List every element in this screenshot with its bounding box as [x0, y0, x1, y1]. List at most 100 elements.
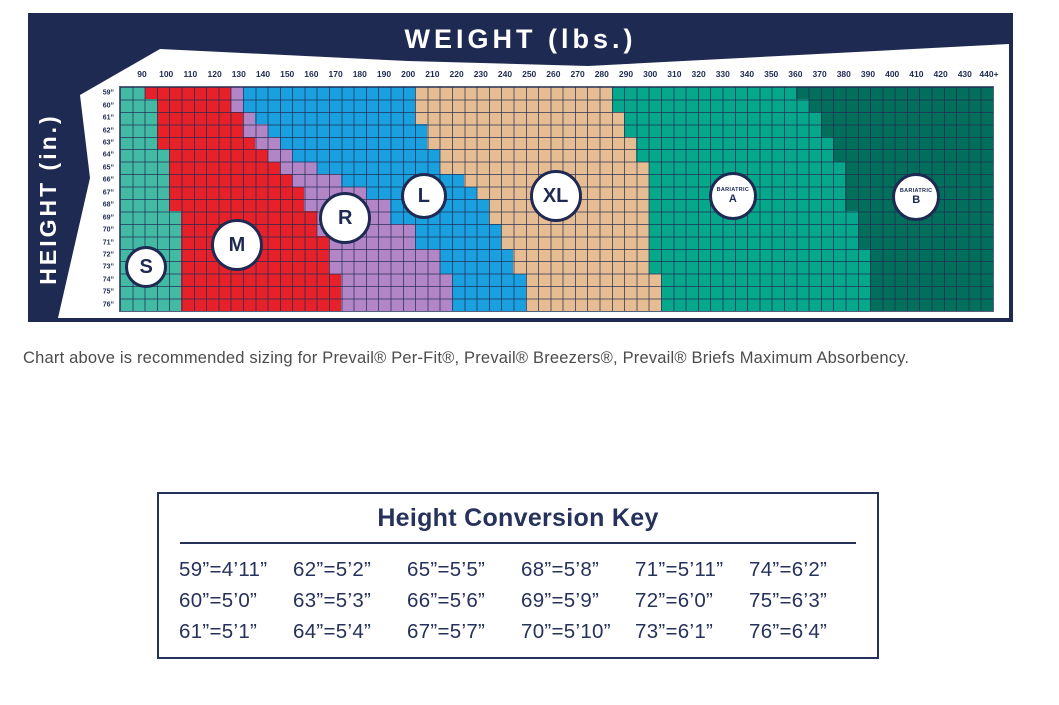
size-region-s	[120, 136, 157, 150]
size-region-r	[242, 111, 256, 125]
size-region-m	[169, 174, 293, 187]
weight-tick-label: 110	[183, 69, 198, 79]
size-region-m	[169, 198, 305, 212]
conversion-entry: 73”=6’1”	[635, 620, 714, 643]
height-tick-label: 65”	[102, 164, 114, 172]
weight-tick-label: 250	[522, 69, 537, 79]
bariatric-label: BARIATRIC	[899, 188, 933, 195]
grid-row	[120, 111, 993, 125]
size-region-r	[267, 149, 293, 162]
size-region-xl	[525, 273, 661, 286]
size-region-s	[120, 149, 170, 162]
size-region-a	[660, 286, 870, 299]
size-letter: M	[228, 233, 246, 256]
size-letter: S	[139, 255, 153, 278]
weight-tick-label: 330	[715, 69, 730, 79]
conversion-entry: 64”=5’4”	[293, 620, 372, 643]
size-region-m	[156, 99, 231, 112]
size-label-circle-xl: XL	[529, 170, 582, 223]
size-label-circle-s: S	[125, 245, 168, 288]
size-region-a	[611, 99, 809, 112]
size-region-s	[120, 286, 182, 299]
weight-tick-label: 290	[618, 69, 634, 79]
size-region-r	[255, 136, 280, 150]
grid-row	[120, 298, 993, 311]
grid-row	[120, 87, 993, 100]
size-region-s	[120, 99, 157, 112]
conversion-entry: 62”=5’2”	[293, 558, 372, 581]
grid-row	[120, 149, 993, 162]
size-region-a	[648, 261, 870, 274]
size-region-a	[660, 273, 870, 286]
weight-tick-label: 180	[352, 69, 367, 79]
size-label-circle-b: BARIATRIC B	[892, 172, 941, 221]
height-tick-label: 63”	[102, 139, 114, 147]
height-tick-label: 66”	[102, 176, 114, 184]
height-tick-label: 60”	[102, 102, 114, 110]
size-region-l	[415, 223, 502, 237]
size-letter: L	[417, 185, 430, 208]
size-region-a	[660, 298, 870, 311]
size-region-r	[341, 286, 452, 299]
weight-tick-label: 100	[159, 69, 174, 79]
bariatric-label: BARIATRIC	[716, 187, 750, 194]
size-region-r	[329, 261, 440, 274]
sizing-chart-panel: WEIGHT (lbs.) HEIGHT (in.) 90 100 110 120 13…	[28, 13, 1013, 322]
size-region-a	[624, 111, 821, 125]
conversion-entry: 67”=5’7”	[407, 620, 486, 643]
weight-tick-label: 190	[376, 69, 392, 79]
height-axis: 59” 60” 61” 62” 63” 64” 65” 66” 67” 68” 69” 70” 71” 7…	[86, 87, 114, 311]
conversion-entry: 60”=5’0”	[179, 589, 258, 612]
conversion-entry: 69”=5’9”	[521, 589, 600, 612]
size-region-s	[120, 223, 182, 237]
size-region-m	[181, 286, 342, 299]
size-region-l	[390, 211, 489, 224]
size-label-circle-a: BARIATRIC A	[708, 172, 757, 221]
weight-tick-label: 230	[473, 69, 488, 79]
size-letter: R	[337, 207, 353, 230]
weight-tick-label: 240	[497, 69, 513, 79]
weight-tick-label: 120	[207, 69, 222, 79]
size-region-m	[156, 136, 256, 150]
size-region-l	[255, 111, 416, 125]
size-region-xl	[525, 298, 661, 311]
weight-tick-label: 320	[691, 69, 706, 79]
weight-tick-label: 160	[304, 69, 319, 79]
weight-tick-label: 430	[957, 69, 972, 79]
weight-tick-label: 140	[255, 69, 271, 79]
height-axis-title: HEIGHT (in.)	[35, 113, 61, 285]
size-letter: XL	[542, 185, 569, 208]
weight-tick-label: 420	[933, 69, 948, 79]
size-region-b	[820, 124, 993, 137]
height-tick-label: 61”	[102, 114, 114, 122]
size-region-b	[808, 99, 993, 112]
height-tick-label: 59”	[102, 89, 114, 97]
size-region-l	[279, 136, 428, 150]
size-region-xl	[415, 87, 612, 100]
size-region-s	[120, 174, 170, 187]
size-grid: S M R L XL BARIATRIC A BARIATRIC B	[119, 86, 994, 312]
size-region-s	[120, 198, 170, 212]
conversion-entry: 66”=5’6”	[407, 589, 486, 612]
conversion-entry: 61”=5’1”	[179, 620, 258, 643]
size-region-m	[156, 111, 243, 125]
weight-tick-label: 380	[836, 69, 851, 79]
grid-row	[120, 273, 993, 286]
size-region-l	[242, 87, 416, 100]
size-region-l	[439, 261, 514, 274]
size-region-r	[242, 124, 268, 137]
height-tick-label: 72”	[102, 251, 114, 259]
weight-tick-label: 90	[137, 69, 147, 79]
weight-tick-label: 360	[788, 69, 803, 79]
weight-tick-label: 300	[643, 69, 658, 79]
height-tick-label: 74”	[102, 276, 114, 284]
size-region-l	[451, 286, 526, 299]
size-region-xl	[513, 261, 649, 274]
weight-tick-label: 200	[401, 69, 416, 79]
size-region-a	[611, 87, 797, 100]
size-region-s	[120, 161, 170, 175]
size-region-b	[870, 273, 993, 286]
size-region-m	[181, 298, 342, 311]
size-region-b	[820, 111, 993, 125]
size-region-xl	[501, 236, 649, 249]
